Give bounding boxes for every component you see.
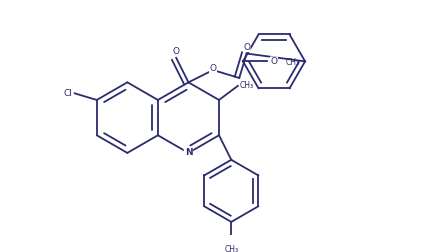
Text: O: O <box>270 57 277 66</box>
Text: CH₃: CH₃ <box>239 81 253 90</box>
Text: CH₃: CH₃ <box>224 245 238 252</box>
Text: N: N <box>184 148 192 158</box>
Text: Cl: Cl <box>64 89 72 98</box>
Text: O: O <box>172 47 179 56</box>
Text: CH₃: CH₃ <box>286 58 299 67</box>
Text: O: O <box>243 43 250 52</box>
Text: O: O <box>209 64 216 73</box>
